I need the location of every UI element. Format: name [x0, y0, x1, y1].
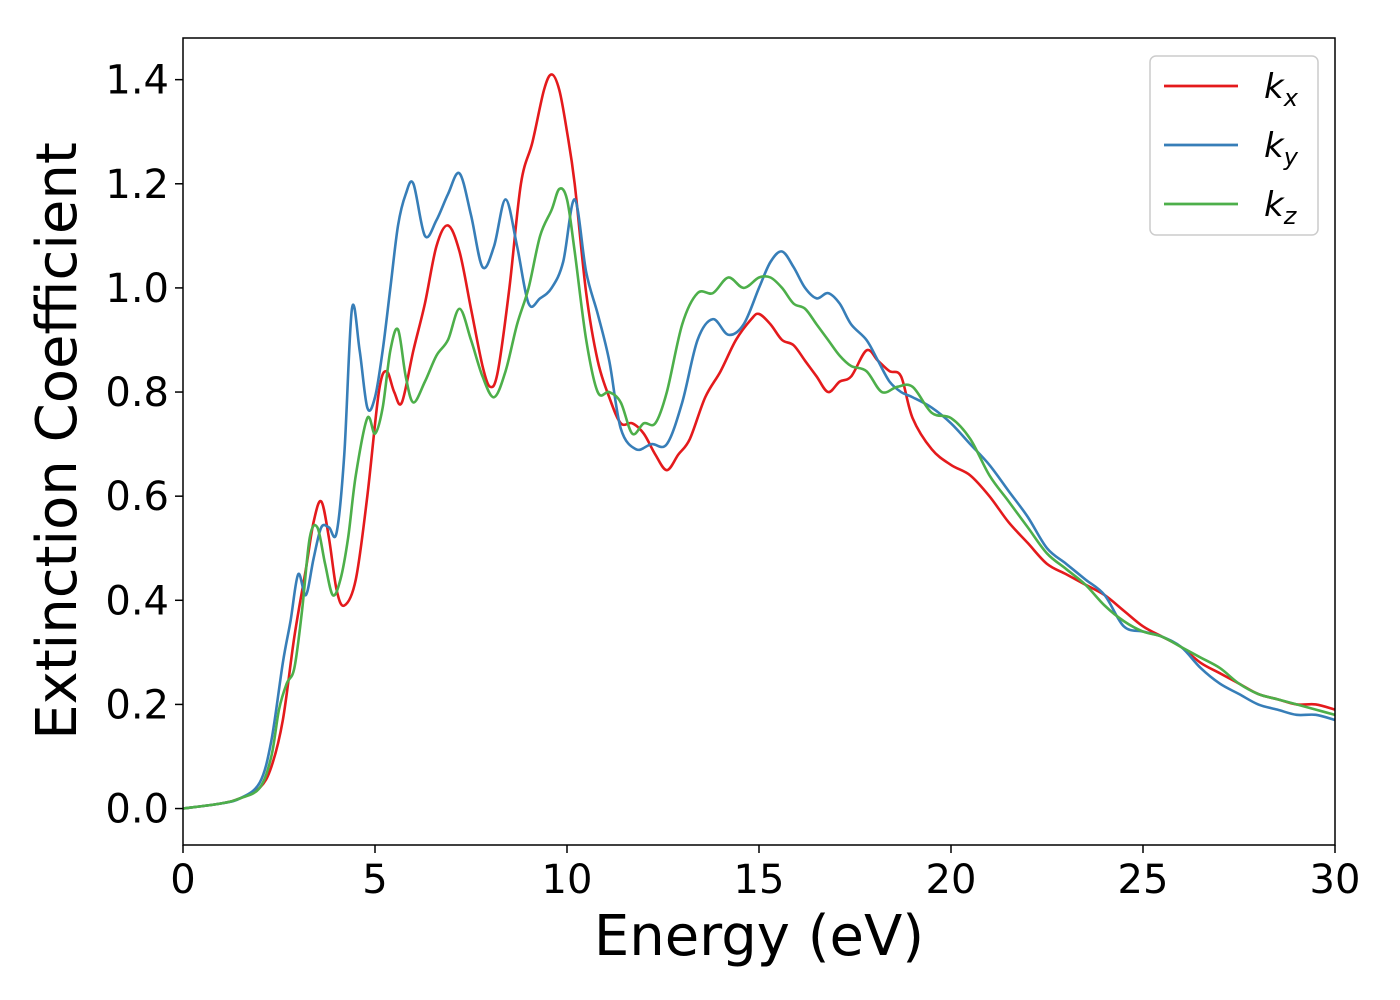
y-axis-title: Extinction Coefficient: [25, 142, 90, 740]
axis-ticks: 0 5 10 15 20 25 30 0.0 0.2 0.4 0.6 0.8 1.0 1.2 1.4: [105, 58, 1360, 903]
x-tick-label: 5: [362, 857, 387, 903]
plot-area: [182, 73, 1336, 810]
y-tick-label: 1.4: [105, 58, 169, 104]
y-tick-label: 0.6: [105, 474, 169, 520]
x-tick-label: 0: [170, 857, 195, 903]
legend: kx ky kz: [1149, 55, 1319, 236]
x-tick-label: 30: [1310, 857, 1361, 903]
y-tick-label: 0.0: [105, 787, 169, 833]
legend-label-kx: kx: [1264, 67, 1299, 112]
y-tick-label: 0.8: [105, 370, 169, 416]
x-axis-title: Energy (eV): [594, 904, 924, 969]
x-tick-label: 20: [926, 857, 977, 903]
series-line-kz: [182, 187, 1336, 810]
x-tick-label: 25: [1118, 857, 1169, 903]
legend-label-kz: kz: [1264, 185, 1298, 230]
y-tick-label: 0.2: [105, 682, 169, 728]
y-tick-label: 1.2: [105, 162, 169, 208]
x-tick-label: 15: [734, 857, 785, 903]
legend-label-ky: ky: [1264, 126, 1299, 171]
y-tick-label: 0.4: [105, 578, 169, 624]
series-line-kx: [182, 73, 1336, 810]
series-line-ky: [182, 171, 1336, 810]
x-tick-label: 10: [542, 857, 593, 903]
y-tick-label: 1.0: [105, 266, 169, 312]
